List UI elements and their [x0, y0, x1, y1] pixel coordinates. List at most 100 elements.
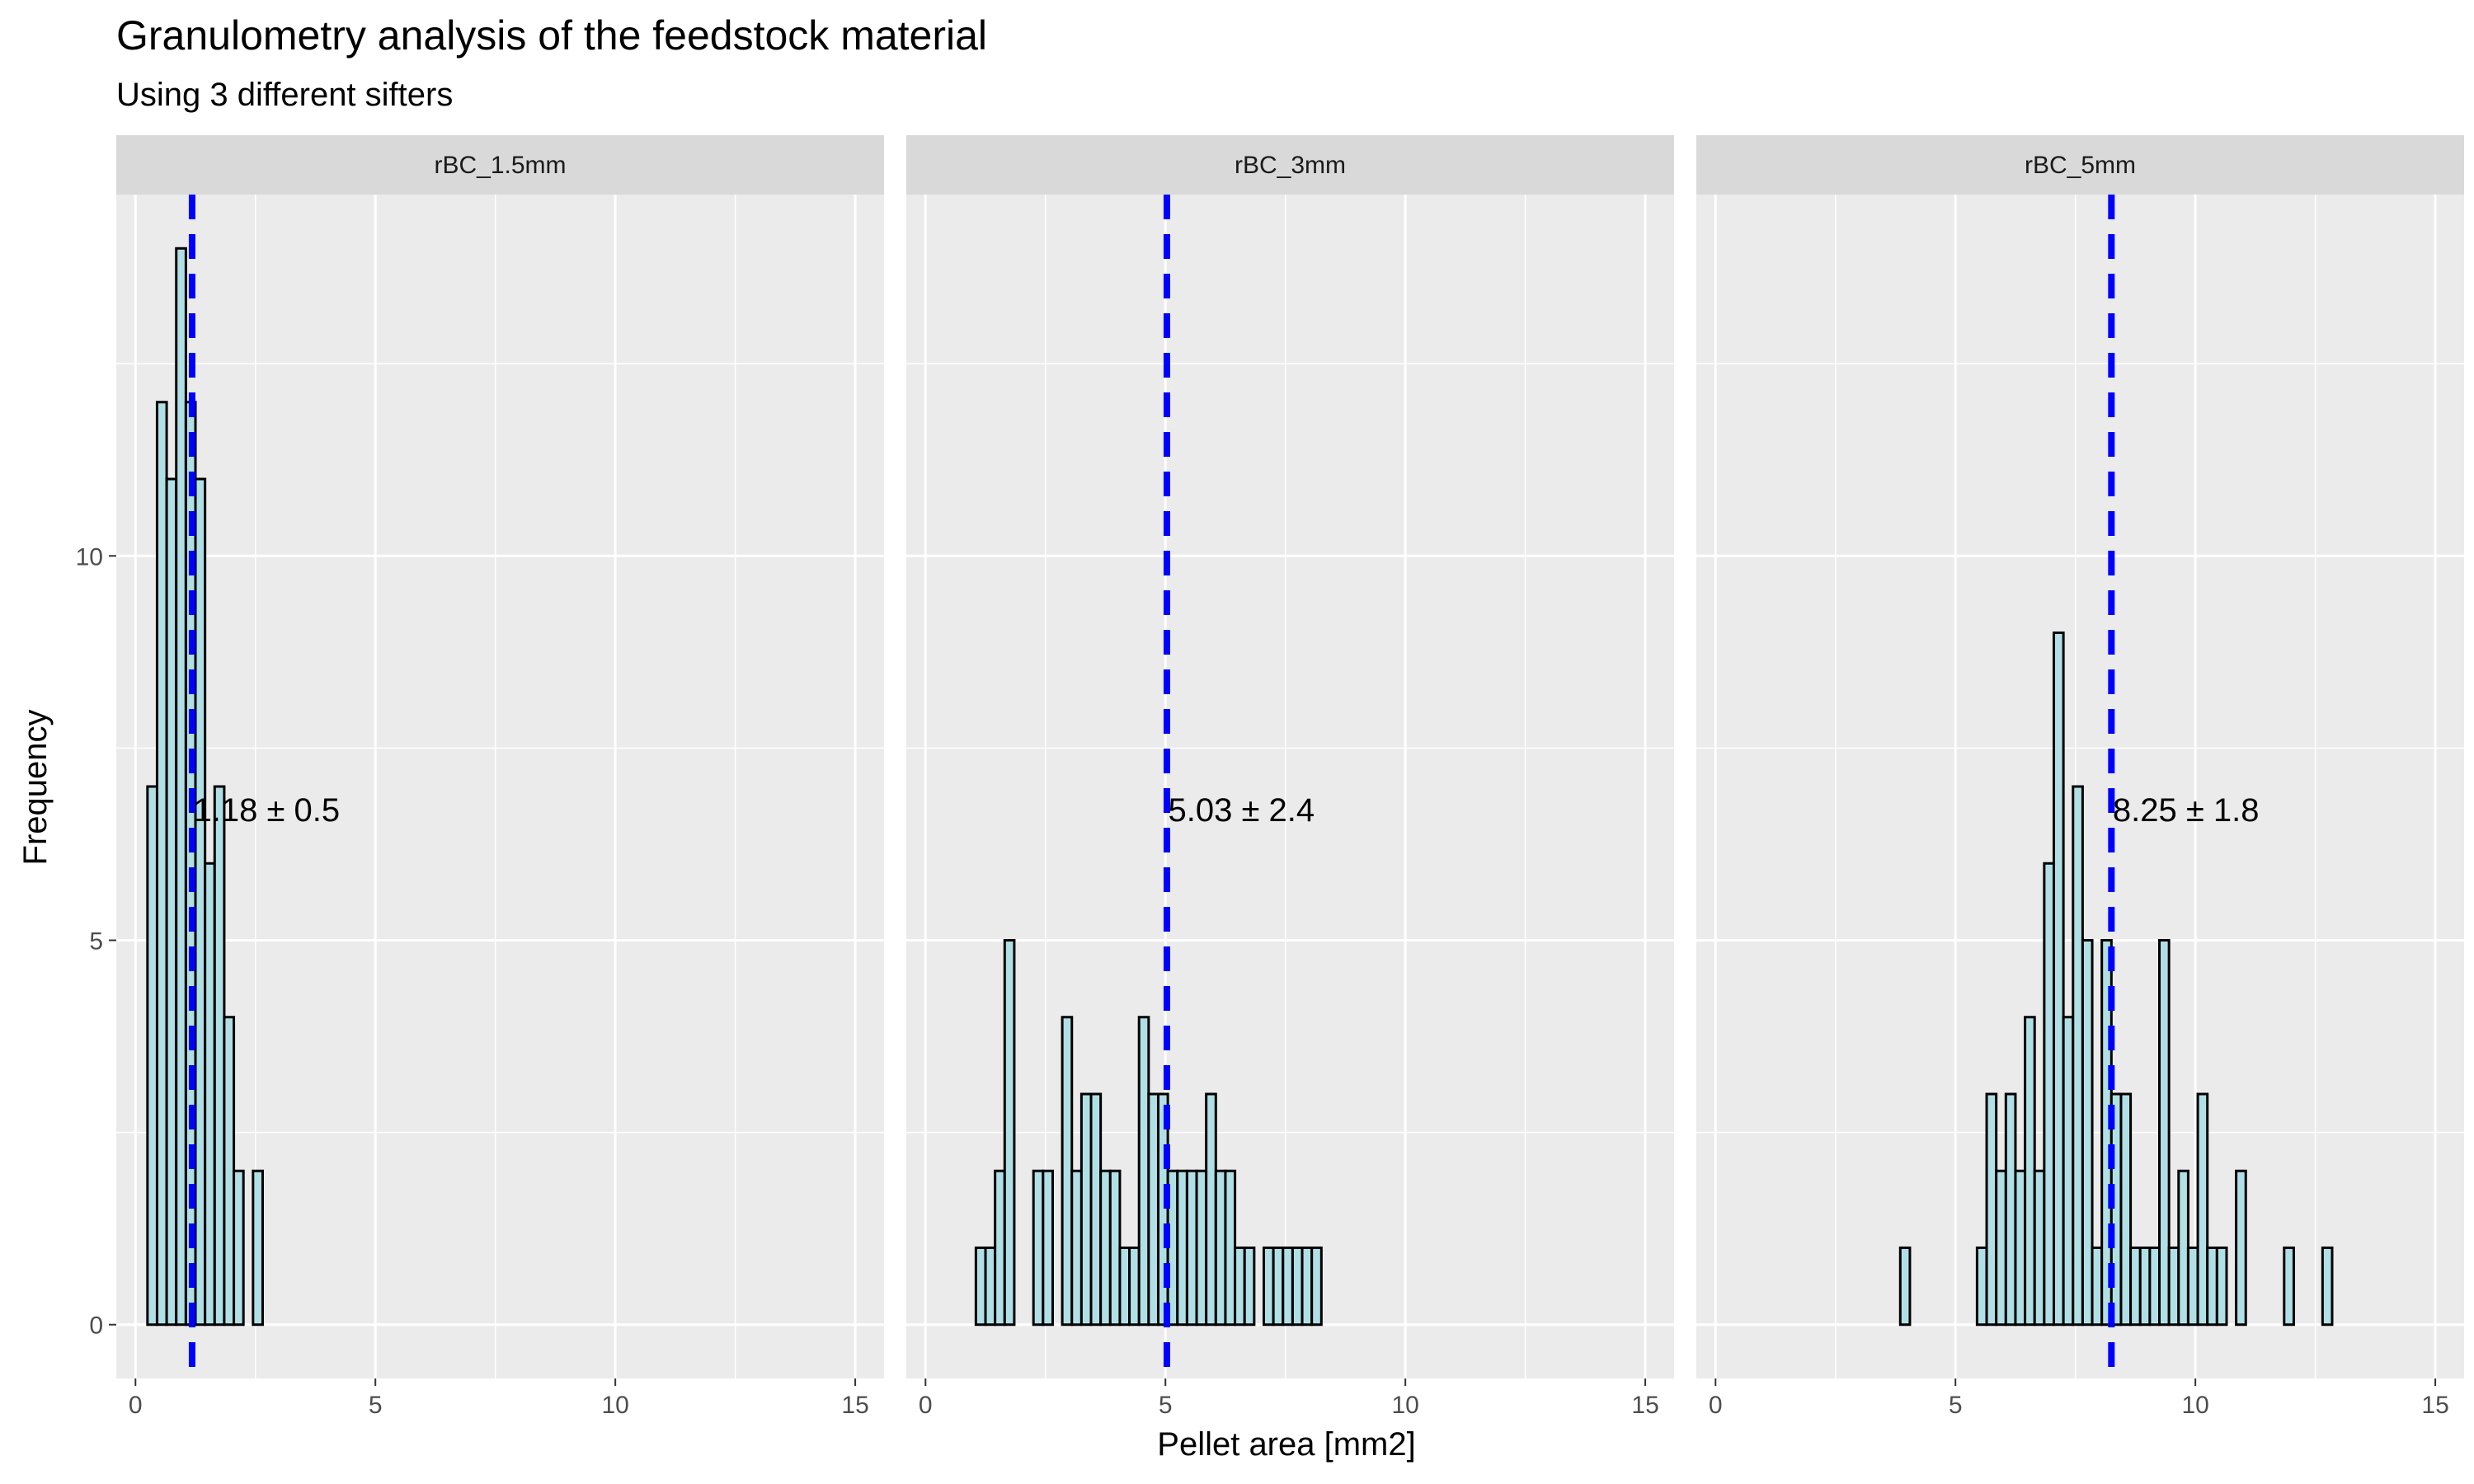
histogram-bar — [1262, 1246, 1275, 1327]
histogram-bar — [1205, 1092, 1217, 1327]
histogram-bar — [984, 1246, 997, 1327]
histogram-bar — [146, 785, 158, 1327]
histogram-bar — [1079, 1092, 1093, 1327]
histogram-bar — [1108, 1169, 1122, 1327]
x-tick-label: 15 — [841, 1392, 868, 1419]
mean-sd-annotation: 5.03 ± 2.4 — [1169, 792, 1315, 829]
histogram-bar — [1975, 1246, 1988, 1327]
y-tick-label: 5 — [89, 928, 103, 955]
histogram-bar — [1137, 1016, 1150, 1327]
strip-label: rBC_5mm — [2025, 152, 2136, 179]
strip-background — [1696, 135, 2464, 195]
x-tick-label: 5 — [1949, 1392, 1963, 1419]
x-tick-label: 15 — [2421, 1392, 2448, 1419]
histogram-bar — [2091, 1246, 2104, 1327]
mean-sd-annotation: 8.25 ± 1.8 — [2113, 792, 2260, 829]
histogram-bar — [2119, 1092, 2133, 1327]
histogram-bar — [1995, 1169, 2007, 1327]
histogram-bar — [1032, 1169, 1045, 1327]
x-tick-label: 0 — [129, 1392, 143, 1419]
histogram-bar — [165, 477, 178, 1327]
x-tick-label: 0 — [1709, 1392, 1723, 1419]
facet-panel-1: rBC_3mm 5.03 ± 2.4 0 5 10 15 — [906, 135, 1674, 1419]
histogram-bar — [2186, 1246, 2199, 1327]
histogram-bar — [213, 785, 226, 1327]
histogram-bar — [2283, 1246, 2295, 1327]
strip-label: rBC_3mm — [1235, 152, 1346, 179]
x-tick-label: 10 — [1391, 1392, 1418, 1419]
y-axis-title: Frequency — [17, 710, 54, 866]
histogram-bar — [2052, 632, 2065, 1327]
histogram-bar — [2043, 862, 2055, 1327]
histogram-bar — [1214, 1169, 1227, 1327]
histogram-bar — [994, 1169, 1006, 1327]
histogram-bar — [1128, 1246, 1141, 1327]
histogram-bar — [1243, 1246, 1256, 1327]
y-tick-label: 10 — [76, 543, 103, 571]
x-tick-label: 5 — [369, 1392, 383, 1419]
histogram-bar — [2024, 1016, 2036, 1327]
histogram-bar — [1089, 1092, 1103, 1327]
x-tick-label: 10 — [2181, 1392, 2208, 1419]
histogram-bar — [204, 862, 216, 1327]
histogram-bar — [2072, 785, 2084, 1327]
histogram-bar — [974, 1246, 987, 1327]
histogram-bar — [1003, 938, 1016, 1327]
histogram-bar — [2033, 1169, 2046, 1327]
histogram-bar — [1195, 1169, 1208, 1327]
strip-background — [116, 135, 884, 195]
panel-background — [906, 195, 1674, 1378]
histogram-bar — [2196, 1092, 2209, 1327]
x-tick-label: 5 — [1159, 1392, 1173, 1419]
facet-panel-0: rBC_1.5mm 1.18 ± 0.5 0 5 10 15 — [116, 135, 884, 1419]
strip-label: rBC_1.5mm — [434, 152, 566, 179]
histogram-bar — [1300, 1246, 1314, 1327]
chart-subtitle: Using 3 different sifters — [116, 77, 453, 113]
histogram-bar — [2167, 1246, 2180, 1327]
x-tick-label: 0 — [919, 1392, 933, 1419]
x-axis-title: Pellet area [mm2] — [1157, 1426, 1415, 1463]
histogram-bar — [2014, 1169, 2027, 1327]
histogram-bar — [1070, 1169, 1083, 1327]
histogram-bar — [1042, 1169, 1054, 1327]
histogram-bar — [2004, 1092, 2017, 1327]
histogram-bar — [1147, 1092, 1159, 1327]
x-tick-label: 15 — [1631, 1392, 1658, 1419]
histogram-bar — [2215, 1246, 2228, 1327]
histogram-bar — [2206, 1246, 2218, 1327]
histogram-bar — [1176, 1169, 1188, 1327]
histogram-bar — [1118, 1246, 1131, 1327]
histogram-bar — [223, 1016, 236, 1327]
histogram-bar — [155, 401, 168, 1327]
histogram-bar — [2148, 1246, 2161, 1327]
histogram-bar — [175, 247, 187, 1327]
histogram-bar — [2062, 1016, 2075, 1327]
histogram-bar — [1224, 1169, 1237, 1327]
chart-title: Granulometry analysis of the feedstock m… — [116, 12, 987, 59]
histogram-bar — [2138, 1246, 2152, 1327]
histogram-bar — [1272, 1246, 1285, 1327]
histogram-bar — [1282, 1246, 1294, 1327]
histogram-bar — [2235, 1169, 2247, 1327]
histogram-bar — [1985, 1092, 1998, 1327]
histogram-bar — [233, 1169, 245, 1327]
histogram-bar — [1099, 1169, 1112, 1327]
histogram-bar — [1898, 1246, 1912, 1327]
histogram-bar — [2081, 938, 2094, 1327]
histogram-bar — [2158, 938, 2171, 1327]
histogram-bar — [1291, 1246, 1304, 1327]
histogram-bar — [1234, 1246, 1246, 1327]
facet-panels: rBC_1.5mm 1.18 ± 0.5 0 5 10 15 rBC_3mm 5.03 ± 2… — [76, 135, 2464, 1419]
histogram-bar — [252, 1169, 264, 1327]
x-tick-label: 10 — [601, 1392, 628, 1419]
histogram-bar — [1185, 1169, 1198, 1327]
strip-background — [906, 135, 1674, 195]
y-tick-label: 0 — [89, 1313, 103, 1340]
histogram-bar — [2177, 1169, 2189, 1327]
facet-panel-2: rBC_5mm 8.25 ± 1.8 0 5 10 15 — [1696, 135, 2464, 1419]
histogram-bar — [1061, 1016, 1074, 1327]
histogram-bar — [2129, 1246, 2142, 1327]
histogram-bar — [194, 477, 207, 1327]
histogram-bar — [2321, 1246, 2334, 1327]
